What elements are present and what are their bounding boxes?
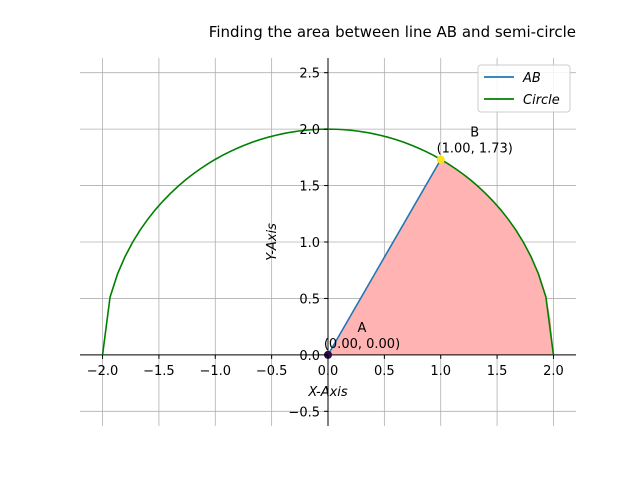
x-tick-label: 0.5	[374, 364, 395, 379]
y-tick-label: 1.0	[299, 236, 320, 251]
y-tick-label: 0.0	[299, 349, 320, 364]
chart-title: Finding the area between line AB and sem…	[209, 23, 576, 41]
x-tick-label: 2.0	[543, 364, 564, 379]
tick-labels: −2.0 −1.5 −1.0 −0.5 0.0 0.5 1.0 1.5 2.0 −0.5 0.0 0.…	[87, 67, 564, 421]
y-tick-label: 2.5	[299, 67, 320, 82]
legend: AB Circle	[477, 64, 571, 113]
shaded-region	[328, 159, 554, 355]
point-b-marker	[436, 155, 445, 164]
points-layer: A(0.00, 0.00) B(1.00, 1.73)	[324, 126, 513, 359]
series-ab	[327, 159, 442, 356]
point-b-coords: (1.00, 1.73)	[437, 142, 513, 157]
point-a-label: A	[358, 321, 367, 336]
y-tick-label: 2.0	[299, 123, 320, 138]
x-tick-label: 1.0	[430, 364, 451, 379]
y-tick-label: 0.5	[299, 292, 320, 307]
x-tick-label: −0.5	[256, 364, 288, 379]
y-tick-label: −0.5	[288, 405, 320, 420]
x-tick-label: −1.5	[143, 364, 175, 379]
y-tick-label: 1.5	[299, 180, 320, 195]
legend-label: AB	[522, 71, 541, 86]
x-tick-label: 0.0	[318, 364, 339, 379]
x-axis-label: X-Axis	[307, 385, 348, 400]
x-tick-label: −1.0	[199, 364, 231, 379]
legend-label: Circle	[523, 93, 560, 108]
x-tick-label: −2.0	[87, 364, 119, 379]
x-tick-label: 1.5	[487, 364, 508, 379]
point-b-label: B	[470, 126, 479, 141]
point-a-coords: (0.00, 0.00)	[324, 337, 400, 352]
y-axis-label: Y-Axis	[265, 223, 280, 261]
